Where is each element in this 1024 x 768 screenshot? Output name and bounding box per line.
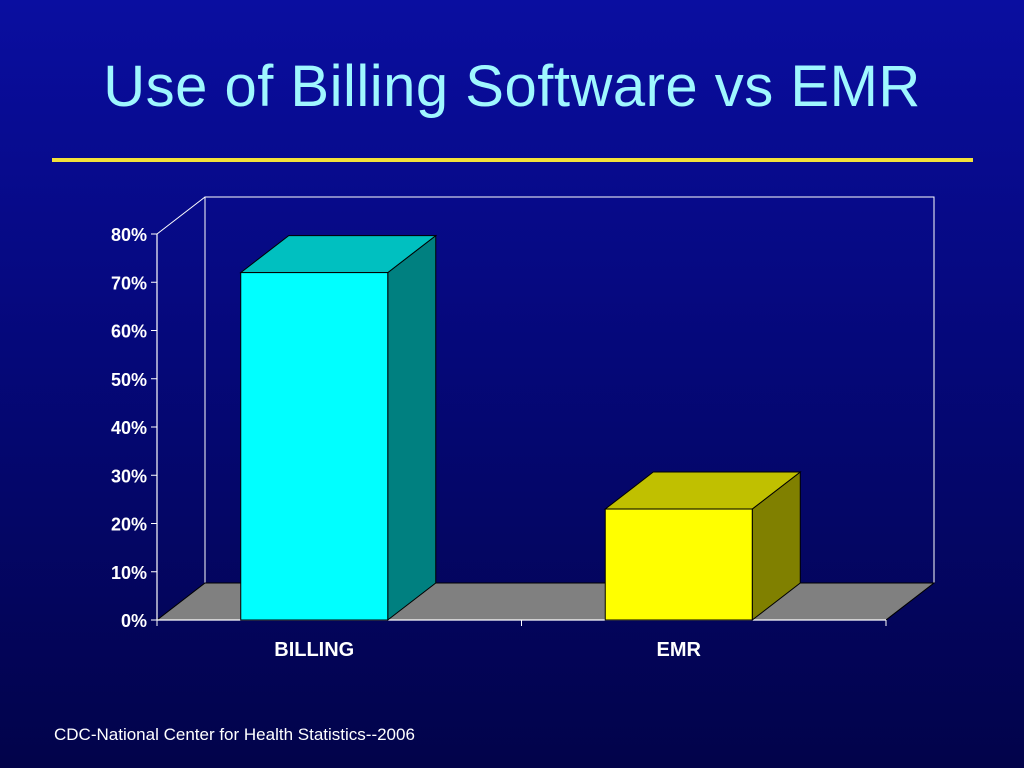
x-category-label: EMR — [657, 639, 702, 661]
x-category-label: BILLING — [274, 639, 354, 661]
y-tick-label: 80% — [111, 225, 147, 245]
y-tick-label: 60% — [111, 322, 147, 342]
source-citation: CDC-National Center for Health Statistic… — [54, 725, 415, 744]
title-underline — [52, 158, 973, 162]
y-tick-label: 70% — [111, 273, 147, 293]
y-tick-label: 20% — [111, 515, 147, 535]
y-tick-label: 10% — [111, 563, 147, 583]
slide-title: Use of Billing Software vs EMR — [103, 54, 921, 119]
bar-billing — [240, 272, 389, 621]
y-tick-label: 0% — [121, 611, 147, 631]
back-wall — [204, 196, 935, 583]
bar-emr — [604, 508, 753, 621]
y-tick-label: 50% — [111, 370, 147, 390]
y-tick-label: 30% — [111, 466, 147, 486]
left-wall-edge — [156, 196, 206, 235]
bar-billing-side — [387, 234, 437, 622]
y-tick-label: 40% — [111, 418, 147, 438]
